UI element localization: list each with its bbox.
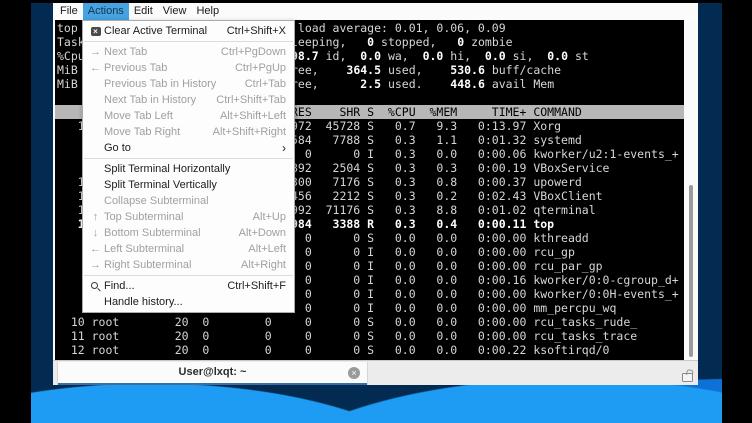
clear-terminal-icon: ×: [90, 26, 101, 36]
process-row: 12 root 20 0 0 0 0 S 0.0 0.0 0:00.22 kso…: [57, 343, 610, 357]
menu-item-shortcut: Alt+Shift+Left: [219, 110, 286, 122]
menu-item[interactable]: Move Tab Right Alt+Shift+Right: [83, 124, 294, 140]
process-row: 0 0 I 0.3 0.0 0:00.06 kworker/u2:1-event…: [291, 147, 679, 161]
menu-item-label: Collapse Subterminal: [104, 195, 209, 207]
menu-item-shortcut: Alt+Down: [238, 227, 286, 239]
top-summary-line: MiB ree, 2.5 used. 448.6 avail Mem: [57, 77, 555, 91]
terminal-tab[interactable]: User@lxqt: ~ ×: [57, 362, 368, 385]
submenu-chevron-icon: ›: [282, 141, 286, 155]
tab-bar: User@lxqt: ~ ×: [53, 360, 698, 385]
menu-item-label: Move Tab Left: [104, 110, 173, 122]
menu-item-label: Move Tab Right: [104, 126, 181, 138]
lock-icon: [682, 373, 693, 382]
process-row: 1 984 3388 R 0.3 0.4 0:00.11 top: [57, 217, 555, 231]
menu-item-label: Left Subterminal: [104, 243, 185, 255]
menubar: File Actions Edit View Help: [53, 3, 698, 20]
search-icon: [87, 278, 104, 294]
menu-item[interactable]: ← Left Subterminal Alt+Left: [83, 241, 294, 257]
process-row: 0 0 I 0.0 0.0 0:00.00 kworker/0:0H-event…: [291, 287, 679, 301]
menu-item[interactable]: Next Tab in History Ctrl+Shift+Tab: [83, 92, 294, 108]
top-summary-line: %Cpu 98.7 id, 0.0 wa, 0.0 hi, 0.0 si, 0.…: [57, 49, 589, 63]
menu-item-shortcut: Ctrl+Shift+F: [227, 280, 286, 292]
menu-item[interactable]: Collapse Subterminal: [83, 193, 294, 209]
menu-separator: [84, 275, 293, 276]
top-summary-line: MiB ree, 364.5 used, 530.6 buff/cache: [57, 63, 562, 77]
menu-item-label: Right Subterminal: [104, 259, 192, 271]
process-row: 584 7788 S 0.3 1.1 0:01.32 systemd: [291, 133, 582, 147]
menu-separator: [84, 158, 293, 159]
menu-item-label: Clear Active Terminal: [104, 25, 208, 37]
arrow-down-icon: ↓: [92, 227, 99, 239]
menu-item-label: Split Terminal Horizontally: [104, 163, 231, 175]
process-row: 1 972 45728 S 0.7 9.3 0:13.97 Xorg: [57, 119, 562, 133]
menu-item[interactable]: → Next Tab Ctrl+PgDown: [83, 44, 294, 60]
arrow-left-icon: ←: [90, 62, 101, 74]
menu-item-label: Next Tab in History: [104, 94, 197, 106]
scrollbar[interactable]: [684, 20, 698, 360]
menu-item-shortcut: Alt+Up: [252, 211, 286, 223]
arrow-right-icon: →: [90, 46, 101, 58]
arrow-left-icon: ←: [90, 243, 101, 255]
search-icon: [90, 281, 101, 292]
close-icon[interactable]: ×: [348, 367, 360, 379]
menubar-item-file[interactable]: File: [60, 5, 78, 17]
process-row: 0 0 I 0.0 0.0 0:00.00 rcu_gp: [291, 245, 575, 259]
process-row: 0 0 I 0.0 0.0 0:00.00 mm_percpu_wq: [291, 301, 617, 315]
menu-item[interactable]: × Clear Active Terminal Ctrl+Shift+X: [83, 23, 294, 39]
menu-item[interactable]: Find... Ctrl+Shift+F: [83, 278, 294, 294]
menu-item-shortcut: Ctrl+PgDown: [220, 46, 286, 58]
menubar-item-actions[interactable]: Actions: [82, 3, 129, 20]
menu-item-shortcut: Ctrl+Shift+Tab: [216, 94, 286, 106]
menu-item[interactable]: Previous Tab in History Ctrl+Tab: [83, 76, 294, 92]
menu-item-label: Go to: [104, 142, 131, 154]
menu-item-label: Previous Tab in History: [104, 78, 217, 90]
top-summary-line: Task leeping, 0 stopped, 0 zombie: [57, 35, 513, 49]
menubar-item-view[interactable]: View: [162, 5, 187, 17]
scrollbar-thumb[interactable]: [689, 185, 693, 357]
top-summary-line: top load average: 0.01, 0.06, 0.09: [57, 21, 506, 35]
menu-item[interactable]: → Right Subterminal Alt+Right: [83, 257, 294, 273]
menu-item-shortcut: Alt+Shift+Right: [212, 126, 286, 138]
menu-item-label: Find...: [104, 280, 135, 292]
menu-item-label: Handle history...: [104, 296, 183, 308]
menu-item[interactable]: ↓ Bottom Subterminal Alt+Down: [83, 225, 294, 241]
process-row: 1 456 2212 S 0.3 0.2 0:02.43 VBoxClient: [57, 189, 603, 203]
process-row: 0 0 S 0.0 0.0 0:00.00 kthreadd: [291, 231, 589, 245]
tab-title: User@lxqt: ~: [178, 366, 247, 378]
menubar-item-edit[interactable]: Edit: [133, 5, 153, 17]
menu-item-label: Bottom Subterminal: [104, 227, 201, 239]
menu-item-label: Split Terminal Vertically: [104, 179, 217, 191]
menu-item-shortcut: Ctrl+Shift+X: [226, 25, 286, 37]
arrow-up-icon: ↑: [92, 211, 99, 223]
menu-item[interactable]: Go to ›: [83, 140, 294, 156]
menu-item-label: Previous Tab: [104, 62, 168, 74]
menu-item-shortcut: Alt+Right: [241, 259, 286, 271]
process-row: 11 root 20 0 0 0 0 S 0.0 0.0 0:00.00 rcu…: [57, 329, 638, 343]
process-row: 1 992 71176 S 0.3 8.8 0:01.02 qterminal: [57, 203, 596, 217]
menu-item[interactable]: ↑ Top Subterminal Alt+Up: [83, 209, 294, 225]
menu-item-label: Top Subterminal: [104, 211, 184, 223]
menu-item[interactable]: Handle history...: [83, 294, 294, 310]
process-row: 0 0 I 0.0 0.0 0:00.16 kworker/0:0-cgroup…: [291, 273, 679, 287]
actions-menu-popup: × Clear Active Terminal Ctrl+Shift+X → N…: [82, 20, 295, 313]
process-row: 892 2504 S 0.3 0.3 0:00.19 VBoxService: [291, 161, 610, 175]
clear-terminal-icon: ×: [87, 23, 104, 39]
menu-item[interactable]: ← Previous Tab Ctrl+PgUp: [83, 60, 294, 76]
menu-item[interactable]: Move Tab Left Alt+Shift+Left: [83, 108, 294, 124]
menubar-item-help[interactable]: Help: [196, 5, 220, 17]
menu-item[interactable]: Split Terminal Vertically: [83, 177, 294, 193]
menu-item-shortcut: Alt+Left: [248, 243, 286, 255]
process-row: 0 0 I 0.0 0.0 0:00.00 rcu_par_gp: [291, 259, 603, 273]
menu-item-shortcut: Ctrl+PgUp: [234, 62, 286, 74]
menu-item[interactable]: Split Terminal Horizontally: [83, 161, 294, 177]
process-row: 1 300 7176 S 0.3 0.8 0:00.37 upowerd: [57, 175, 582, 189]
arrow-right-icon: →: [90, 259, 101, 271]
process-row: 10 root 20 0 0 0 0 S 0.0 0.0 0:00.00 rcu…: [57, 315, 638, 329]
menu-item-label: Next Tab: [104, 46, 148, 58]
menu-separator: [84, 41, 293, 42]
menu-item-shortcut: Ctrl+Tab: [244, 78, 286, 90]
